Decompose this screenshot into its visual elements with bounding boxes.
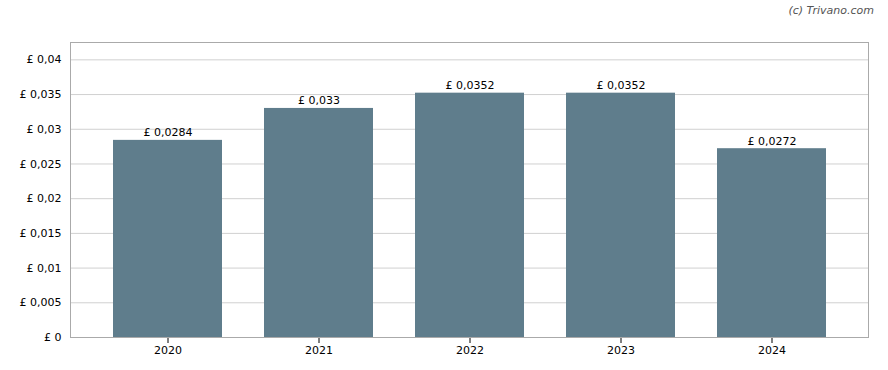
- svg-text:£ 0,0352: £ 0,0352: [597, 79, 646, 92]
- svg-text:2020: 2020: [154, 344, 182, 357]
- html-text:(c) Trivano.com: (c) Trivano.com: [788, 4, 874, 17]
- svg-text:£ 0,0284: £ 0,0284: [144, 126, 193, 139]
- svg-text:2022: 2022: [456, 344, 484, 357]
- svg-text:£ 0,0352: £ 0,0352: [446, 79, 495, 92]
- svg-text:£ 0,04: £ 0,04: [27, 53, 62, 66]
- svg-text:£ 0,03: £ 0,03: [27, 123, 62, 136]
- svg-text:£ 0,035: £ 0,035: [20, 88, 62, 101]
- svg-text:£ 0,005: £ 0,005: [20, 296, 62, 309]
- svg-text:2021: 2021: [305, 344, 333, 357]
- svg-text:£ 0,02: £ 0,02: [27, 192, 62, 205]
- svg-text:£ 0,0272: £ 0,0272: [748, 135, 797, 148]
- svg-text:£ 0,015: £ 0,015: [20, 227, 62, 240]
- svg-text:£ 0: £ 0: [44, 331, 62, 344]
- svg-text:£ 0,033: £ 0,033: [298, 94, 340, 107]
- svg-text:2024: 2024: [758, 344, 786, 357]
- svg-text:2023: 2023: [607, 344, 635, 357]
- svg-text:£ 0,01: £ 0,01: [27, 262, 62, 275]
- svg-text:£ 0,025: £ 0,025: [20, 157, 62, 170]
